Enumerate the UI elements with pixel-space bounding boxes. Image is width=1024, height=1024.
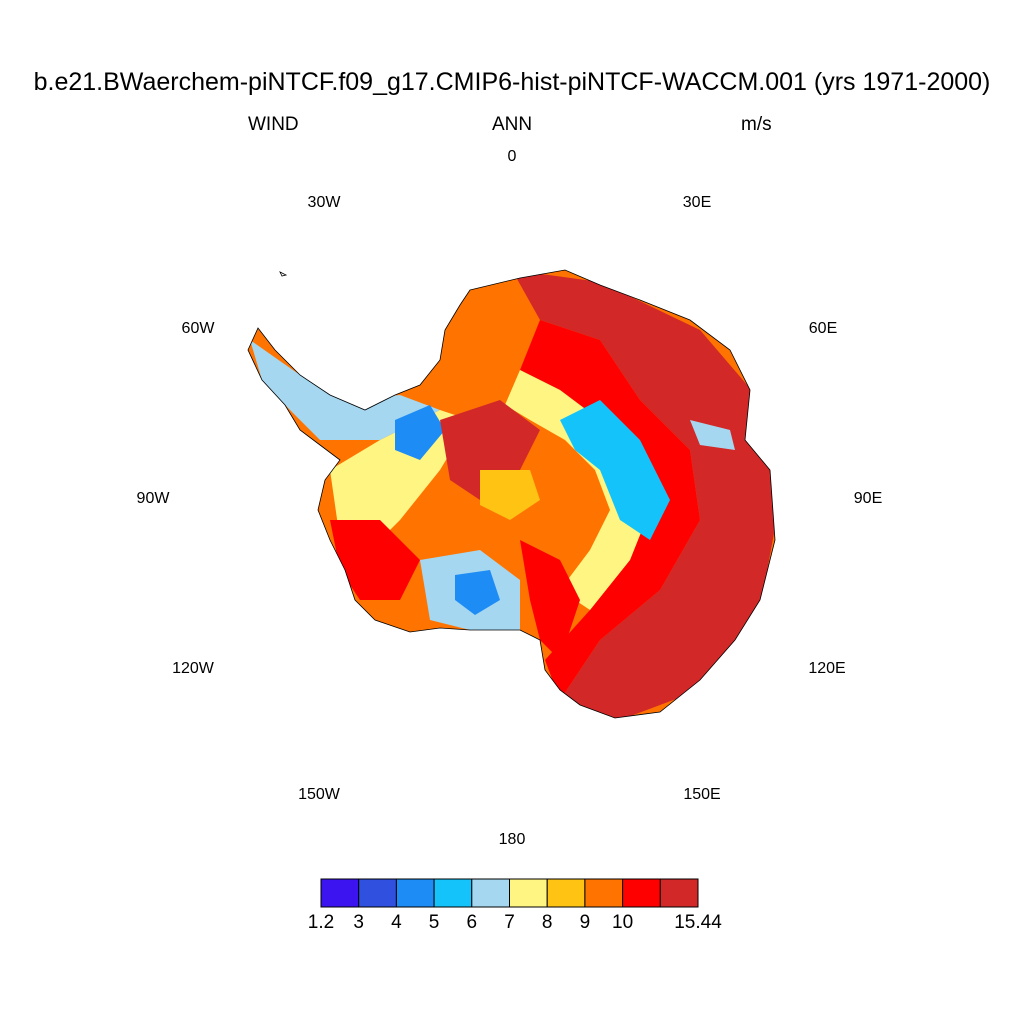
field-strong-center: [440, 400, 540, 500]
variable-label: WIND: [248, 114, 299, 135]
units-label: m/s: [741, 114, 772, 135]
colorbar-box-9: [659, 878, 699, 908]
colorbar-label-7: 9: [579, 912, 591, 933]
lon-label-60w: 60W: [181, 320, 215, 337]
lon-label-90w: 90W: [136, 490, 170, 507]
coastline: [247, 269, 776, 719]
field-red-south: [520, 540, 580, 660]
colorbar-box-4: [471, 878, 511, 908]
lon-label-90e: 90E: [853, 490, 883, 507]
colorbar-label-2: 4: [391, 912, 402, 933]
colorbar-box-3: [433, 878, 473, 908]
colorbar-label-1: 3: [353, 912, 364, 933]
lon-label-30w: 30W: [307, 194, 341, 211]
field-strong-east: [512, 270, 775, 718]
colorbar-box-5: [509, 878, 548, 908]
island-outline: [279, 271, 288, 277]
field-red-southwest: [330, 520, 420, 600]
lon-label-120e: 120E: [808, 660, 846, 677]
lon-label-60e: 60E: [808, 320, 838, 337]
colorbar-label-3: 5: [428, 912, 440, 933]
colorbar-label-0: 1.2: [307, 912, 335, 933]
colorbar-label-6: 8: [541, 912, 553, 933]
field-cyan-east: [560, 400, 670, 540]
field-blue-west: [395, 405, 445, 460]
plot-title: b.e21.BWaerchem-piNTCF.f09_g17.CMIP6-his…: [33, 68, 991, 96]
lon-label-30e: 30E: [682, 194, 712, 211]
colorbar: [320, 878, 699, 908]
colorbar-label-9: 15.44: [674, 912, 722, 933]
lon-label-180: 180: [498, 831, 526, 848]
lon-label-120w: 120W: [172, 660, 214, 677]
colorbar-box-7: [584, 878, 624, 908]
season-label: ANN: [491, 114, 533, 135]
colorbar-box-6: [546, 878, 586, 908]
colorbar-box-1: [358, 878, 397, 908]
colorbar-label-4: 6: [466, 912, 478, 933]
field-blue-ross: [455, 570, 500, 615]
field-orange-pole: [480, 470, 540, 520]
lon-label-0: 0: [507, 148, 517, 165]
lon-label-150w: 150W: [298, 786, 340, 803]
colorbar-box-0: [320, 878, 360, 908]
colorbar-label-8: 10: [612, 912, 634, 933]
field-red-east: [520, 320, 700, 700]
colorbar-box-8: [622, 878, 661, 908]
field-lightblue-peninsula: [250, 340, 440, 440]
field-lightblue-amery: [690, 420, 735, 450]
wind-field: [248, 270, 775, 718]
field-yellow-east: [505, 370, 650, 610]
colorbar-label-5: 7: [504, 912, 515, 933]
lon-label-150e: 150E: [683, 786, 721, 803]
colorbar-box-2: [395, 878, 435, 908]
